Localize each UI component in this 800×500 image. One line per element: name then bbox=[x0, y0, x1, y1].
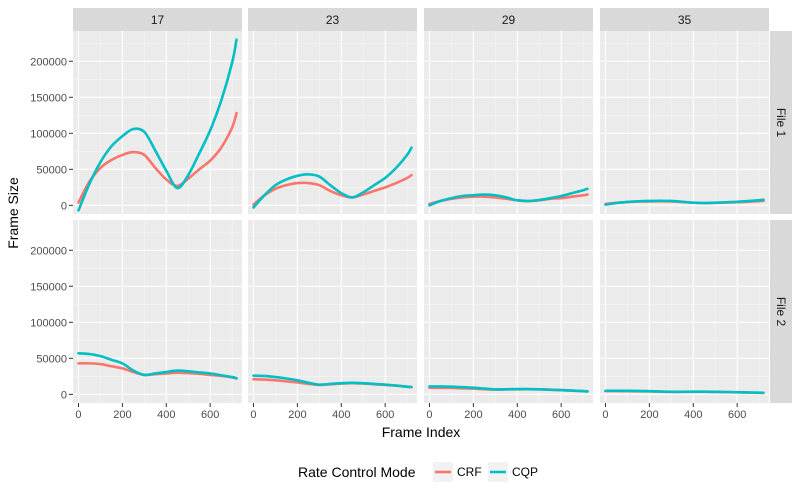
facet-strip-col-17 bbox=[73, 8, 242, 31]
facet-strip-row-0 bbox=[770, 31, 792, 214]
legend-label-cqp: CQP bbox=[512, 465, 538, 479]
facet-label-col-35: 35 bbox=[678, 13, 692, 27]
legend-label-crf: CRF bbox=[457, 465, 482, 479]
x-tick-label: 0 bbox=[602, 409, 608, 421]
x-tick-label: 200 bbox=[113, 409, 131, 421]
facet-label-col-23: 23 bbox=[326, 13, 340, 27]
facet-strip-col-23 bbox=[248, 8, 417, 31]
y-axis-title: Frame Size bbox=[5, 177, 21, 249]
facet-label-col-17: 17 bbox=[151, 13, 165, 27]
y-tick-label: 100000 bbox=[30, 128, 67, 140]
series-line-cqp-29-row1 bbox=[428, 187, 589, 207]
panels-layer: 17 23 29 35 File 1 File 2 bbox=[73, 8, 792, 403]
x-tick-label: 400 bbox=[684, 409, 702, 421]
legend: Rate Control Mode CRF CQP bbox=[298, 462, 538, 482]
y-tick-label: 200000 bbox=[30, 56, 67, 68]
y-tick-label: 0 bbox=[61, 389, 67, 401]
panel-background bbox=[600, 220, 769, 403]
facet-strip-row-1 bbox=[770, 220, 792, 403]
panel-background bbox=[424, 220, 593, 403]
x-tick-label: 0 bbox=[426, 409, 432, 421]
y-tick-label: 100000 bbox=[30, 317, 67, 329]
x-tick-label: 200 bbox=[640, 409, 658, 421]
x-tick-label: 600 bbox=[552, 409, 570, 421]
x-tick-label: 200 bbox=[288, 409, 306, 421]
series-line-crf-17-row1 bbox=[77, 111, 238, 204]
facet-strip-col-35 bbox=[600, 8, 769, 31]
x-tick-label: 600 bbox=[201, 409, 219, 421]
facet-label-row-0: File 1 bbox=[774, 108, 788, 138]
legend-title: Rate Control Mode bbox=[298, 464, 416, 480]
y-tick-label: 50000 bbox=[36, 353, 67, 365]
panel-background bbox=[424, 31, 593, 214]
x-tick-label: 400 bbox=[332, 409, 350, 421]
y-tick-label: 50000 bbox=[36, 164, 67, 176]
x-tick-label: 200 bbox=[464, 409, 482, 421]
x-tick-label: 600 bbox=[376, 409, 394, 421]
axes-layer: 0 200 400 600 0 200 400 600 0 200 400 600 0 200 400 600… bbox=[30, 56, 746, 421]
facet-label-col-29: 29 bbox=[502, 13, 516, 27]
series-line-crf-23-row1 bbox=[252, 173, 413, 206]
series-line-cqp-29-row2 bbox=[428, 385, 589, 393]
y-tick-label: 0 bbox=[61, 200, 67, 212]
series-line-cqp-35-row1 bbox=[604, 198, 765, 206]
x-tick-label: 600 bbox=[728, 409, 746, 421]
facet-strip-col-29 bbox=[424, 8, 593, 31]
facet-label-row-1: File 2 bbox=[774, 297, 788, 327]
y-tick-label: 150000 bbox=[30, 92, 67, 104]
series-line-cqp-17-row2 bbox=[77, 351, 238, 380]
series-line-cqp-23-row2 bbox=[252, 374, 413, 389]
panel-background bbox=[600, 31, 769, 214]
legend-entries: CRF CQP bbox=[433, 462, 538, 482]
x-tick-label: 0 bbox=[75, 409, 81, 421]
series-line-cqp-23-row1 bbox=[252, 146, 413, 209]
y-tick-label: 150000 bbox=[30, 281, 67, 293]
x-tick-label: 400 bbox=[508, 409, 526, 421]
x-tick-label: 400 bbox=[157, 409, 175, 421]
panel-background bbox=[73, 31, 242, 214]
y-tick-label: 200000 bbox=[30, 245, 67, 257]
series-line-cqp-35-row2 bbox=[604, 389, 765, 395]
x-axis-title: Frame Index bbox=[382, 424, 461, 440]
series-line-cqp-17-row1 bbox=[77, 38, 238, 212]
x-tick-label: 0 bbox=[250, 409, 256, 421]
